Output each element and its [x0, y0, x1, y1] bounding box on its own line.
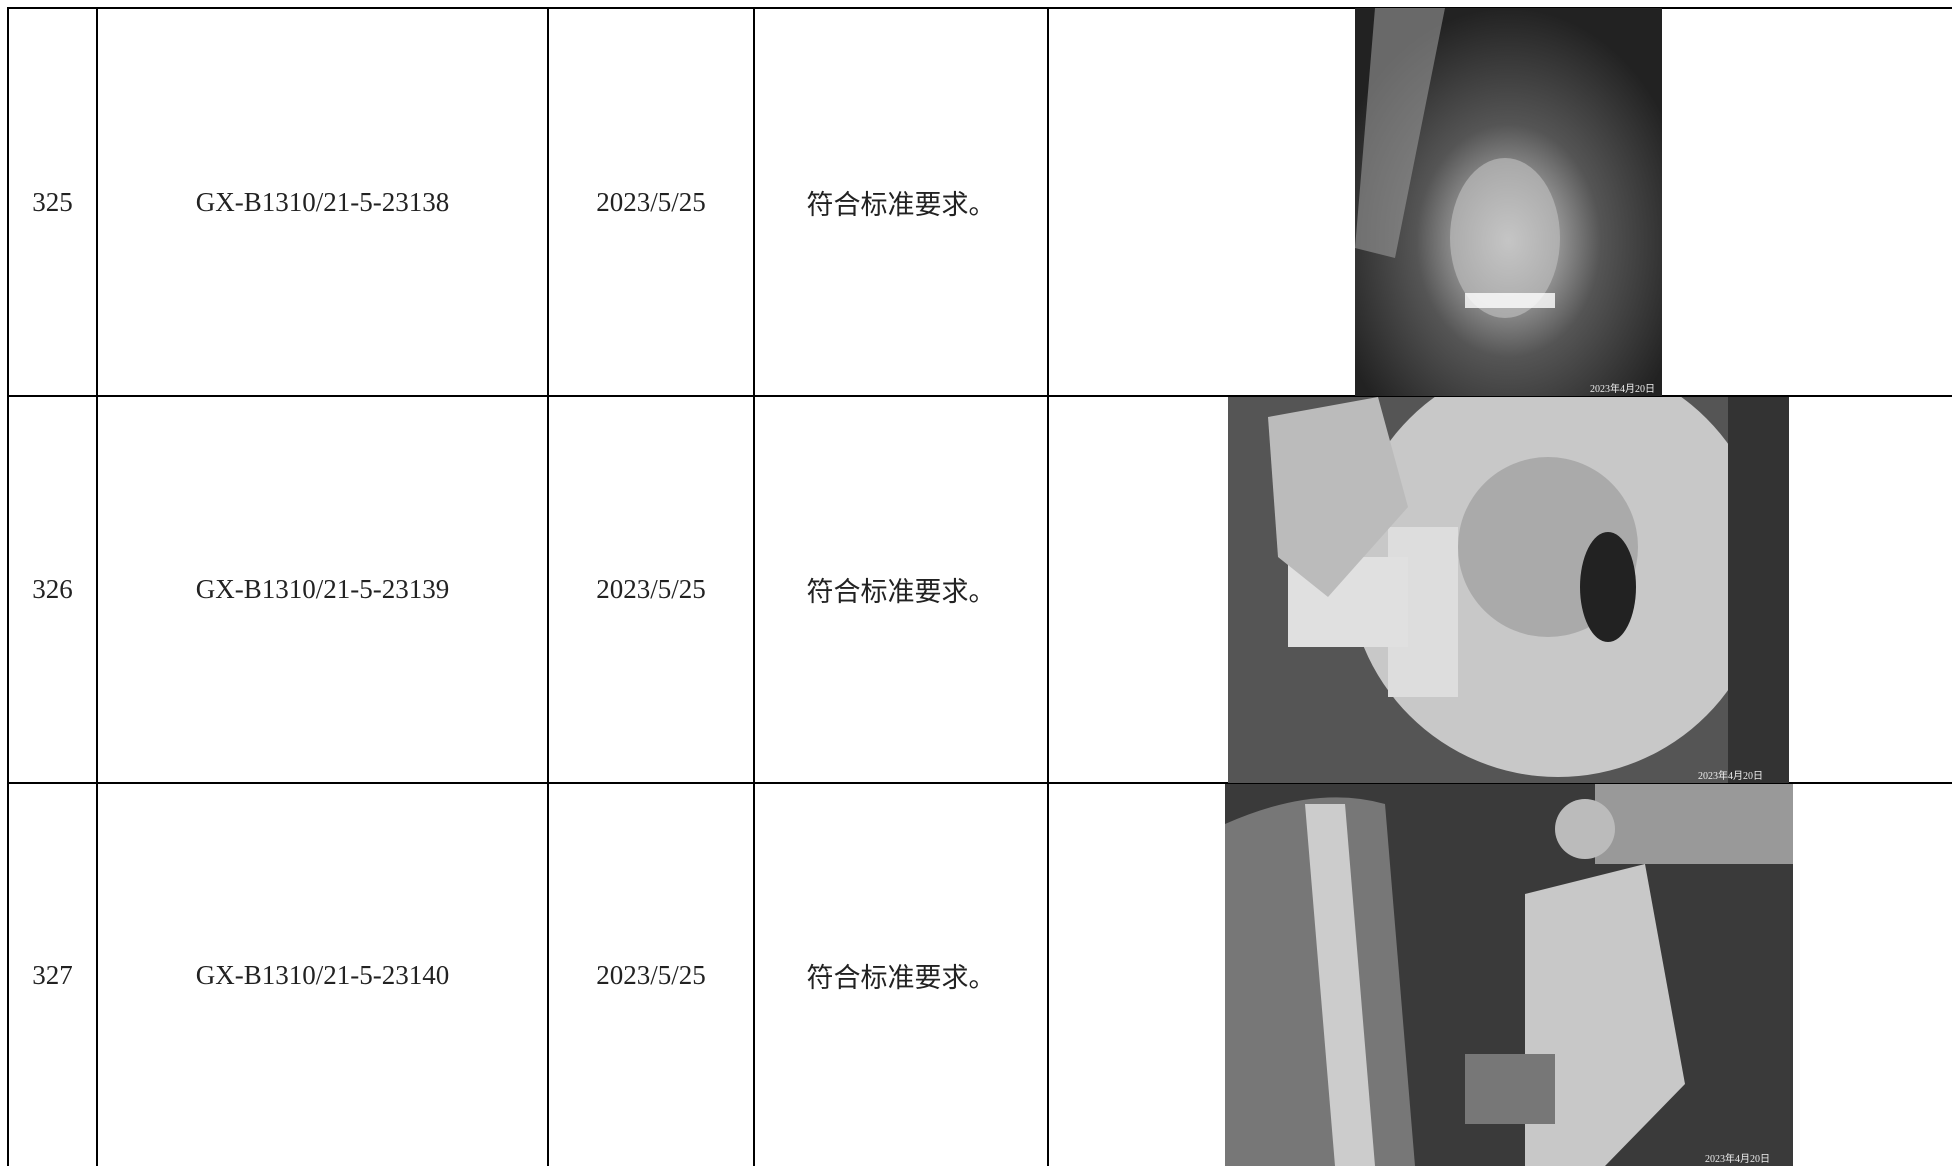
sample-code: GX-B1310/21-5-23140: [195, 959, 450, 990]
border: [96, 7, 98, 1166]
date: 2023/5/25: [596, 574, 706, 604]
border: [753, 7, 755, 1166]
sample-code: GX-B1310/21-5-23139: [195, 574, 450, 604]
row-number: 326: [32, 574, 73, 604]
result: 符合标准要求。: [806, 189, 996, 220]
date: 2023/5/25: [596, 186, 706, 217]
result: 符合标准要求。: [806, 962, 996, 993]
border: [7, 7, 9, 1166]
row-number: 327: [32, 959, 73, 990]
border: [547, 7, 549, 1166]
photo-stamp: 2023年4月20日: [1698, 769, 1763, 782]
result: 符合标准要求。: [806, 577, 996, 607]
sample-code: GX-B1310/21-5-23138: [195, 186, 450, 217]
border: [7, 395, 1952, 397]
border: [7, 7, 1952, 9]
row-number: 325: [32, 186, 73, 217]
border: [1047, 7, 1049, 1166]
photo: 2023年4月20日: [1355, 8, 1662, 396]
photo-stamp: 2023年4月20日: [1590, 382, 1655, 395]
photo-stamp: 2023年4月20日: [1705, 1152, 1770, 1165]
date: 2023/5/25: [596, 959, 706, 990]
photo: 2023年4月20日: [1228, 397, 1789, 783]
border: [7, 782, 1952, 784]
photo: 2023年4月20日: [1225, 784, 1793, 1166]
